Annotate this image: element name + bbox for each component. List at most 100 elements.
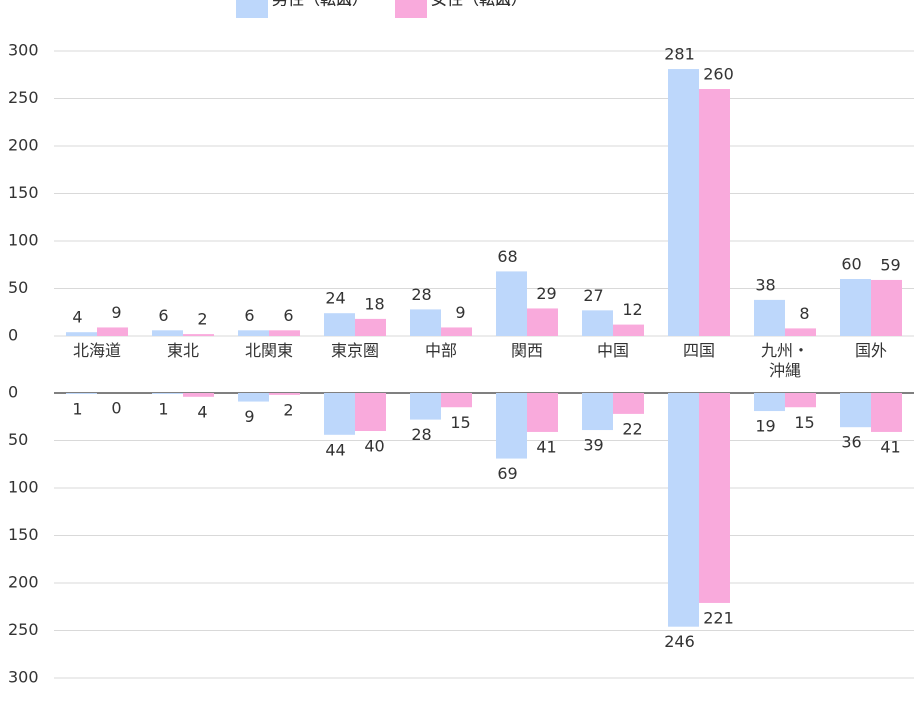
y-tick-label: 250	[8, 88, 39, 107]
bar	[410, 393, 441, 420]
data-label: 6	[158, 306, 168, 325]
bar	[441, 327, 472, 336]
y-tick-label: 100	[8, 231, 39, 250]
data-label: 40	[364, 437, 384, 456]
bar	[238, 330, 269, 336]
bar	[699, 89, 730, 336]
bar	[582, 393, 613, 431]
bar	[152, 393, 183, 394]
bar	[582, 310, 613, 336]
data-label: 38	[755, 275, 775, 294]
bar	[613, 324, 644, 336]
data-label: 246	[664, 632, 695, 651]
bar	[699, 393, 730, 603]
data-label: 15	[450, 413, 470, 432]
data-label: 24	[325, 289, 345, 308]
legend-label: 男性（転出）	[272, 0, 368, 9]
data-label: 28	[411, 285, 431, 304]
bar	[613, 393, 644, 414]
x-tick-label: 四国	[682, 341, 715, 360]
bar	[355, 318, 386, 336]
bar	[269, 393, 300, 395]
bar	[785, 393, 816, 408]
data-label: 6	[244, 306, 254, 325]
bar	[324, 313, 355, 336]
data-label: 0	[111, 399, 121, 418]
y-tick-label: 200	[8, 136, 39, 155]
bar	[238, 393, 269, 402]
bar	[496, 271, 527, 336]
legend-swatch	[236, 0, 268, 18]
bar	[441, 393, 472, 408]
data-label: 1	[158, 399, 168, 418]
x-tick-label: 九州・沖縄	[760, 341, 809, 380]
data-label: 260	[703, 65, 734, 84]
bar	[66, 332, 97, 336]
bar	[871, 393, 902, 432]
legend-label: 女性（転入）	[431, 0, 527, 9]
y-tick-label: 200	[8, 573, 39, 592]
x-tick-label: 関西	[510, 341, 543, 360]
data-label: 44	[325, 440, 345, 459]
data-label: 60	[841, 255, 861, 274]
bar	[527, 393, 558, 432]
y-tick-label: 50	[8, 278, 28, 297]
data-label: 27	[583, 286, 603, 305]
data-label: 18	[364, 294, 384, 313]
bar	[269, 330, 300, 336]
x-tick-label: 中国	[596, 341, 629, 360]
data-label: 15	[794, 413, 814, 432]
bar	[97, 327, 128, 336]
bar	[410, 309, 441, 336]
bar	[527, 308, 558, 336]
bar	[668, 393, 699, 627]
data-label: 59	[880, 255, 900, 274]
bar	[355, 393, 386, 431]
y-tick-label: 100	[8, 478, 39, 497]
data-label: 36	[841, 433, 861, 452]
y-tick-label: 150	[8, 525, 39, 544]
y-tick-label: 0	[8, 383, 18, 402]
data-label: 8	[799, 304, 809, 323]
data-label: 2	[283, 400, 293, 419]
data-label: 22	[622, 419, 642, 438]
data-label: 28	[411, 425, 431, 444]
bar	[668, 69, 699, 337]
x-tick-label: 中部	[424, 341, 457, 360]
data-label: 69	[497, 464, 517, 483]
x-tick-label: 東北	[166, 341, 199, 360]
data-label: 281	[664, 45, 695, 64]
data-label: 9	[455, 303, 465, 322]
bar	[324, 393, 355, 435]
data-label: 19	[755, 417, 775, 436]
data-label: 6	[283, 306, 293, 325]
data-label: 221	[703, 608, 734, 627]
data-label: 4	[72, 308, 82, 327]
data-label: 12	[622, 300, 642, 319]
data-label: 9	[244, 407, 254, 426]
legend-label: 女性（転出）	[431, 0, 527, 9]
bar	[152, 330, 183, 336]
data-label: 41	[536, 437, 556, 456]
x-tick-label: 北海道	[72, 341, 121, 360]
x-tick-label: 北関東	[244, 341, 293, 360]
x-tick-label: 国外	[854, 341, 887, 360]
bar	[754, 393, 785, 412]
data-label: 1	[72, 399, 82, 418]
bar	[871, 279, 902, 336]
data-label: 2	[197, 310, 207, 329]
legend-label: 男性（転入）	[272, 0, 368, 9]
x-tick-label: 東京圏	[330, 341, 379, 360]
data-label: 9	[111, 303, 121, 322]
legend-swatch	[395, 0, 427, 18]
bar	[840, 393, 871, 428]
y-tick-label: 150	[8, 183, 39, 202]
bar	[183, 334, 214, 336]
y-tick-label: 300	[8, 41, 39, 60]
data-label: 41	[880, 437, 900, 456]
y-tick-label: 300	[8, 668, 39, 687]
bar	[183, 393, 214, 397]
y-tick-label: 250	[8, 620, 39, 639]
data-label: 68	[497, 247, 517, 266]
bar	[840, 279, 871, 336]
